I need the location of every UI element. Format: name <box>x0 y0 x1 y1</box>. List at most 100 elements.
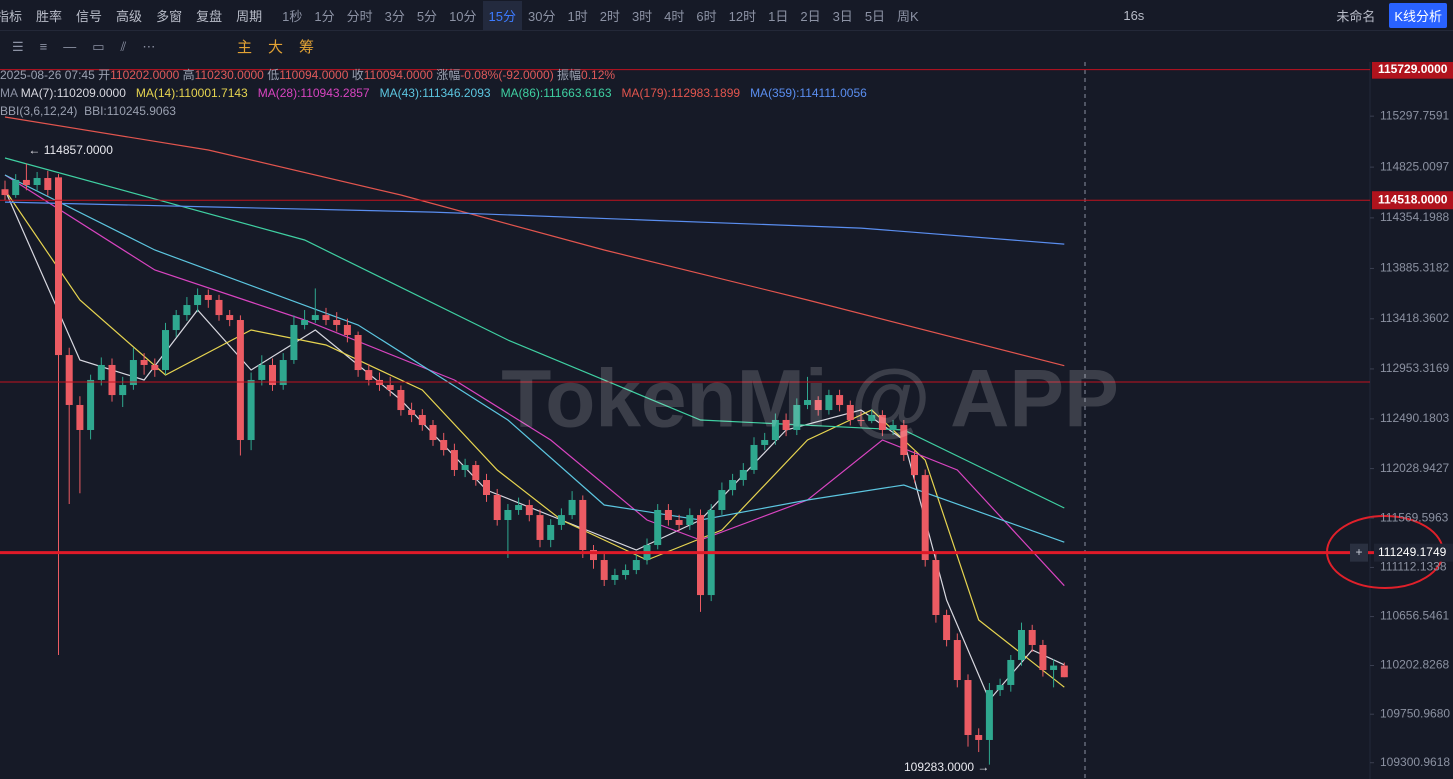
top-toolbar: 指标 胜率 信号 高级 多窗 复盘 周期 1秒 1分 分时 3分 5分 10分 15分 30分 1时 2时 3时 4… <box>0 0 1453 31</box>
ma-legend-item: MA(86):111663.6163 <box>500 86 612 100</box>
toolbar-item[interactable]: 多窗 <box>156 8 183 24</box>
period[interactable]: 1时 <box>567 8 588 24</box>
watermark: TokenMi @ APP <box>501 354 1119 445</box>
indicator-label: MA <box>0 86 18 100</box>
period[interactable]: 6时 <box>696 8 717 24</box>
candle-body <box>162 330 169 371</box>
extreme-label: 109283.0000 → <box>904 760 989 774</box>
candle-body <box>33 178 41 186</box>
bar-info: 2025-08-26 07:45 开110202.0000 高110230.00… <box>0 66 877 84</box>
toolbar-item[interactable]: 信号 <box>76 8 103 24</box>
period[interactable]: 30分 <box>528 8 556 24</box>
drawing-toolbar: ☰≡—▭⫽⋯ 主大筹 <box>0 31 1453 62</box>
candle-body <box>472 465 480 481</box>
y-tick-label: 111569.5963 <box>1380 510 1449 524</box>
period[interactable]: 3时 <box>631 8 653 24</box>
ma-legend-item: MA(28):110943.2857 <box>257 86 370 100</box>
y-tick-label: 111112.1338 <box>1380 560 1447 574</box>
field-label: 振幅 <box>557 68 582 82</box>
field-label: 收 <box>351 68 364 82</box>
toolbar-item[interactable]: 指标 <box>0 8 23 24</box>
candle-body <box>279 360 287 386</box>
candle-body <box>44 178 52 190</box>
drawing-tool[interactable]: 筹 <box>299 39 315 56</box>
toolbar-item[interactable]: 胜率 <box>36 8 63 24</box>
refresh[interactable]: 16s <box>1123 7 1145 23</box>
period[interactable]: 周K <box>897 8 919 24</box>
candle-body <box>151 364 159 371</box>
period[interactable]: 分时 <box>346 8 373 24</box>
period[interactable]: 5分 <box>416 8 438 24</box>
y-tick-label: 113418.3602 <box>1380 311 1450 325</box>
field-value: 110094.0000 <box>363 68 433 82</box>
y-tick-label: 114825.0097 <box>1380 159 1450 173</box>
ma-line <box>4 157 1065 509</box>
candle-body <box>857 419 865 422</box>
candle-body <box>911 455 918 476</box>
drawing-tool[interactable]: 大 <box>268 39 284 56</box>
period[interactable]: 3日 <box>832 8 853 24</box>
candle-body <box>76 404 84 430</box>
period[interactable]: 4时 <box>664 8 685 24</box>
candle-body <box>889 425 897 430</box>
candle-body <box>632 560 640 571</box>
candle-body <box>536 515 544 540</box>
period[interactable]: 1秒 <box>282 8 303 24</box>
y-tick-label: 114354.1988 <box>1380 210 1450 224</box>
period[interactable]: 1分 <box>314 8 335 24</box>
period[interactable]: 2日 <box>800 8 821 24</box>
analysis-button[interactable]: K线分析 <box>1389 2 1447 28</box>
tool-icons: ☰≡—▭⫽⋯ <box>12 38 172 54</box>
toolbar-item[interactable]: 高级 <box>116 8 143 24</box>
candle-body <box>1007 659 1015 685</box>
candle-body <box>793 404 801 430</box>
candle-body <box>675 520 683 525</box>
period[interactable]: 10分 <box>449 8 477 24</box>
candle-body <box>900 425 908 456</box>
candle-body <box>247 379 255 441</box>
period[interactable]: 3分 <box>384 8 405 24</box>
period[interactable]: 12时 <box>728 8 757 24</box>
field-value: -0.08%(-92.0000) <box>460 68 554 82</box>
field-value: 110230.0000 <box>194 68 264 82</box>
period[interactable]: 15分 <box>482 0 522 30</box>
candle-body <box>269 364 276 386</box>
add-button <box>1350 543 1368 562</box>
bbi-legend: BBI(3,6,12,24) BBI:110245.9063 <box>0 102 877 120</box>
period[interactable]: 1日 <box>768 8 789 24</box>
candle-body <box>547 524 555 540</box>
candle-body <box>204 294 212 300</box>
layout-name[interactable]: 未命名 <box>1336 8 1376 24</box>
toolbar-item[interactable]: 周期 <box>236 8 263 24</box>
candle-body <box>697 515 704 596</box>
ma-line <box>4 201 1065 245</box>
candle-body <box>525 505 533 516</box>
candle-body <box>1018 629 1025 660</box>
candle-body <box>333 320 341 325</box>
candle-body <box>953 640 961 681</box>
candle-body <box>418 415 426 426</box>
candle-body <box>718 490 726 510</box>
candle-body <box>557 515 565 525</box>
period[interactable]: 5日 <box>864 8 886 24</box>
candle-body <box>290 324 298 361</box>
candle-body <box>55 177 62 356</box>
candle-body <box>194 294 202 306</box>
extreme-label: ← 114857.0000 <box>28 143 113 157</box>
y-tick-label: 112028.9427 <box>1380 461 1450 475</box>
ma-legend-item: MA(359):114111.0056 <box>750 86 867 100</box>
candle-body <box>236 320 244 441</box>
bbi-name: BBI(3,6,12,24) <box>0 104 78 118</box>
period[interactable]: 2时 <box>599 8 620 24</box>
candle-body <box>140 360 148 365</box>
candle-body <box>664 509 672 521</box>
toolbar-item[interactable]: 复盘 <box>196 8 223 24</box>
y-tick-label: 115297.7591 <box>1380 108 1450 122</box>
price-label: 114518.0000 <box>1378 192 1448 206</box>
candle-body <box>504 509 512 521</box>
drawing-tool[interactable]: 主 <box>237 39 253 56</box>
field-label: 涨幅 <box>436 68 461 82</box>
y-tick-label: 112490.1803 <box>1380 411 1450 425</box>
